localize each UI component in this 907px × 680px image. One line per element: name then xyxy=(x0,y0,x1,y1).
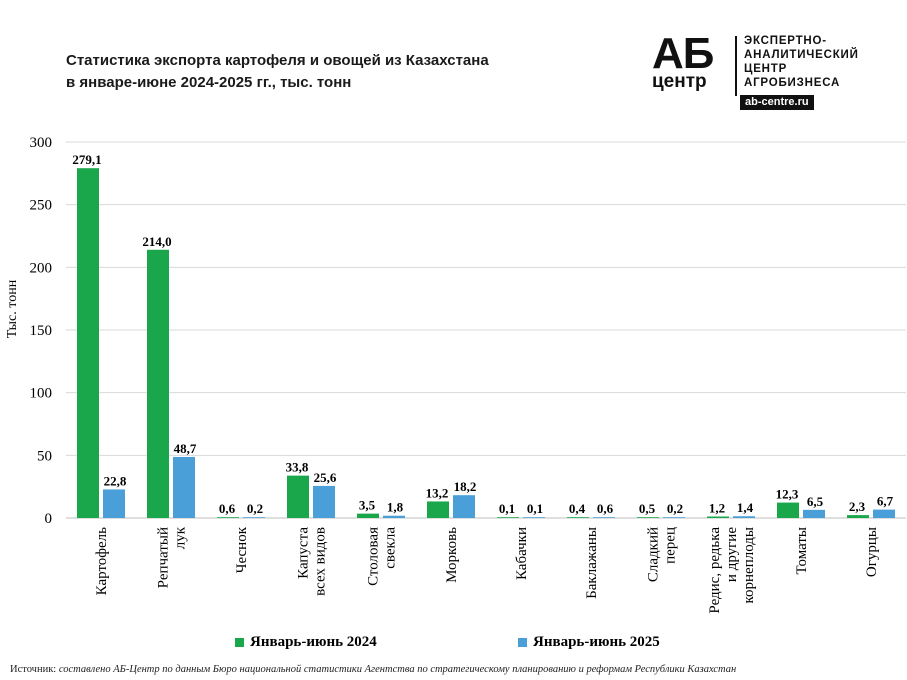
data-label-2024-10: 12,3 xyxy=(776,487,799,502)
bar-2024-2 xyxy=(217,517,239,518)
data-label-2025-5: 18,2 xyxy=(454,479,477,494)
bar-2024-3 xyxy=(287,475,309,518)
bar-chart: 0 50 100 150 200 250 300 279,1 22,8 Картофель 214,… xyxy=(30,135,906,614)
y-axis-label: Тыс. тонн xyxy=(5,279,20,339)
data-label-2025-0: 22,8 xyxy=(104,473,127,488)
ab-centre-logo: АБ центр ЭКСПЕРТНО- АНАЛИТИЧЕСКИЙ ЦЕНТР … xyxy=(652,29,892,114)
data-label-2025-2: 0,2 xyxy=(247,501,263,516)
legend-swatch-2024 xyxy=(235,638,244,647)
bar-2025-11 xyxy=(873,509,895,518)
data-label-2024-11: 2,3 xyxy=(849,499,866,514)
logo-center-text: центр xyxy=(652,71,707,92)
data-label-2024-5: 13,2 xyxy=(426,485,449,500)
bar-2025-2 xyxy=(243,517,265,518)
bar-2024-6 xyxy=(497,517,519,518)
x-tick-label-4: Столоваясвекла xyxy=(366,527,399,586)
y-tick-label-0: 0 xyxy=(45,511,53,527)
data-label-2025-11: 6,7 xyxy=(877,494,894,509)
x-tick-label-9: Редис, редькаи другиекорнеплоды xyxy=(707,527,757,614)
bar-2025-1 xyxy=(173,456,195,518)
bar-2024-8 xyxy=(637,517,659,518)
bar-2024-7 xyxy=(567,517,589,518)
bar-2025-10 xyxy=(803,509,825,518)
bar-2025-8 xyxy=(663,517,685,518)
chart-title-line1: Статистика экспорта картофеля и овощей и… xyxy=(66,52,489,69)
chart-title: Статистика экспорта картофеля и овощей и… xyxy=(66,50,606,94)
source-text: составлено АБ-Центр по данным Бюро нацио… xyxy=(58,664,737,675)
x-tick-label-2: Чеснок xyxy=(234,526,250,573)
legend-item-2025: Январь-июнь 2025 xyxy=(518,634,660,651)
x-tick-label-10: Томаты xyxy=(794,527,810,575)
x-tick-label-6: Кабачки xyxy=(514,527,530,580)
y-tick-label-100: 100 xyxy=(30,386,53,402)
bar-2025-7 xyxy=(593,517,615,518)
data-label-2025-3: 25,6 xyxy=(314,470,337,485)
logo-url: ab-centre.ru xyxy=(740,95,814,110)
bar-2024-1 xyxy=(147,249,169,518)
x-tick-label-3: Капуставсех видов xyxy=(296,527,329,596)
data-label-2024-1: 214,0 xyxy=(142,234,171,249)
logo-line3: ЦЕНТР xyxy=(744,63,788,75)
x-tick-label-8: Сладкийперец xyxy=(646,527,679,582)
y-tick-label-150: 150 xyxy=(30,323,53,339)
y-tick-label-250: 250 xyxy=(30,198,53,214)
chart-title-line2: в январе-июне 2024-2025 гг., тыс. тонн xyxy=(66,74,352,91)
x-tick-label-11: Огурцы xyxy=(864,527,880,577)
data-label-2024-7: 0,4 xyxy=(569,501,586,516)
data-label-2024-6: 0,1 xyxy=(499,501,515,516)
logo-line1: ЭКСПЕРТНО- xyxy=(744,35,827,47)
bar-2024-4 xyxy=(357,513,379,518)
data-label-2024-8: 0,5 xyxy=(639,501,656,516)
y-tick-label-300: 300 xyxy=(30,135,53,151)
legend-label-2024: Январь-июнь 2024 xyxy=(250,634,377,650)
logo-line2: АНАЛИТИЧЕСКИЙ xyxy=(744,49,859,61)
x-tick-label-1: Репчатыйлук xyxy=(156,526,189,588)
legend-item-2024: Январь-июнь 2024 xyxy=(235,634,377,651)
bar-2024-9 xyxy=(707,516,729,518)
bar-2024-10 xyxy=(777,502,799,518)
data-label-2025-10: 6,5 xyxy=(807,494,824,509)
data-label-2025-9: 1,4 xyxy=(737,500,754,515)
bar-2025-6 xyxy=(523,517,545,518)
data-label-2024-9: 1,2 xyxy=(709,500,725,515)
data-label-2025-4: 1,8 xyxy=(387,500,404,515)
data-label-2025-1: 48,7 xyxy=(174,441,197,456)
bar-2025-9 xyxy=(733,516,755,518)
bar-2025-3 xyxy=(313,485,335,518)
logo-divider xyxy=(735,36,737,96)
data-label-2025-6: 0,1 xyxy=(527,501,543,516)
bar-2024-0 xyxy=(77,168,99,518)
y-tick-label-200: 200 xyxy=(30,260,53,276)
bar-2024-5 xyxy=(427,501,449,518)
y-tick-label-50: 50 xyxy=(37,448,52,464)
bar-2025-0 xyxy=(103,489,125,518)
x-tick-label-7: Баклажаны xyxy=(584,527,600,599)
data-label-2024-0: 279,1 xyxy=(72,152,101,167)
bar-2024-11 xyxy=(847,515,869,518)
logo-line4: АГРОБИЗНЕСА xyxy=(744,77,841,89)
bar-2025-5 xyxy=(453,495,475,518)
data-label-2024-4: 3,5 xyxy=(359,498,376,513)
bar-2025-4 xyxy=(383,515,405,518)
data-label-2024-3: 33,8 xyxy=(286,460,309,475)
data-label-2024-2: 0,6 xyxy=(219,501,236,516)
x-tick-label-5: Морковь xyxy=(444,527,460,583)
legend: Январь-июнь 2024 Январь-июнь 2025 xyxy=(0,634,907,654)
legend-label-2025: Январь-июнь 2025 xyxy=(533,634,660,650)
logo-description: ЭКСПЕРТНО- АНАЛИТИЧЕСКИЙ ЦЕНТР АГРОБИЗНЕ… xyxy=(744,34,859,90)
x-tick-label-0: Картофель xyxy=(94,527,110,595)
logo-ab-text: АБ xyxy=(652,29,714,78)
source-label: Источник: xyxy=(10,664,57,675)
source-note: Источник: составлено АБ-Центр по данным … xyxy=(10,664,736,675)
legend-swatch-2025 xyxy=(518,638,527,647)
data-label-2025-7: 0,6 xyxy=(597,501,614,516)
data-label-2025-8: 0,2 xyxy=(667,501,683,516)
